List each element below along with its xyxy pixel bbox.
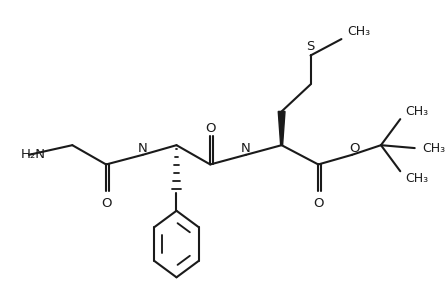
Text: O: O [205, 122, 215, 135]
Text: O: O [101, 196, 112, 209]
Polygon shape [278, 111, 285, 145]
Text: N: N [138, 142, 148, 154]
Text: N: N [241, 142, 251, 154]
Text: CH₃: CH₃ [422, 142, 446, 154]
Text: O: O [313, 196, 323, 209]
Text: O: O [350, 142, 360, 154]
Text: CH₃: CH₃ [347, 25, 370, 38]
Text: S: S [306, 40, 315, 53]
Text: CH₃: CH₃ [405, 172, 428, 185]
Text: H₂N: H₂N [21, 148, 46, 161]
Text: CH₃: CH₃ [405, 105, 428, 118]
